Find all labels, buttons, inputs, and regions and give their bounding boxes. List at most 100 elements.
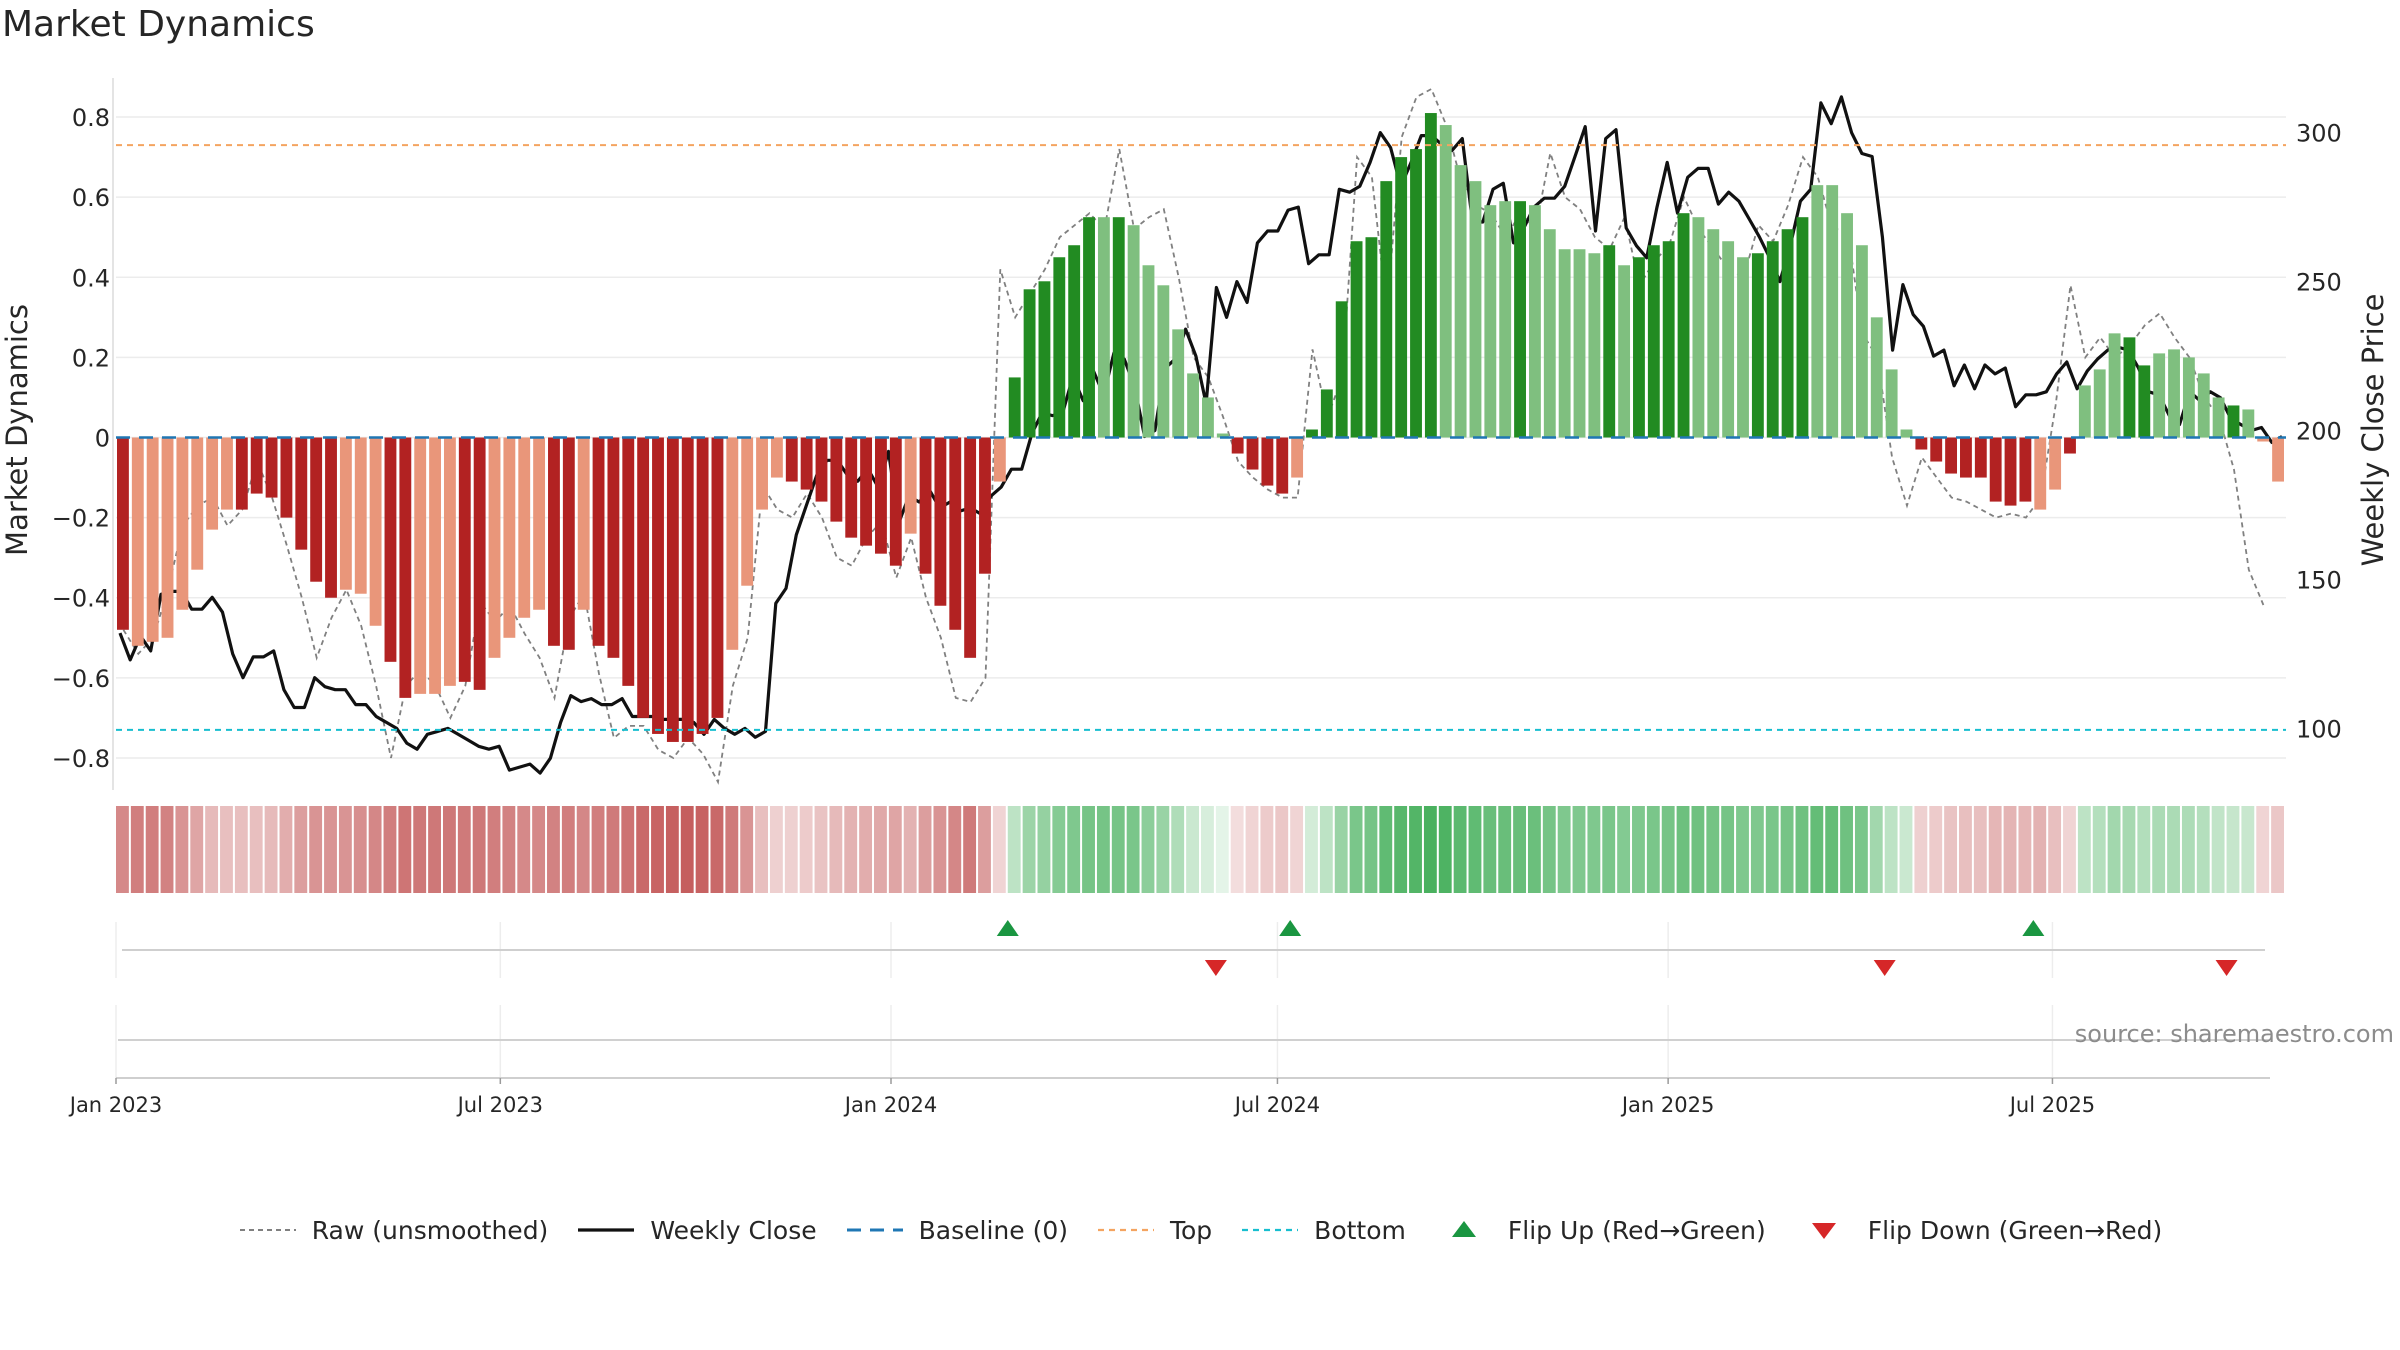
- bar: [1722, 241, 1735, 438]
- x-tick-label: Jan 2023: [68, 1093, 163, 1117]
- bar: [1870, 317, 1883, 438]
- bar: [1811, 185, 1824, 438]
- strip-cell: [160, 806, 174, 893]
- strip-cell: [1899, 806, 1913, 893]
- strip-cell: [874, 806, 887, 893]
- strip-cell: [413, 806, 427, 893]
- bar: [1469, 181, 1482, 438]
- strip-cell: [1067, 806, 1081, 893]
- strip-cell: [1052, 806, 1066, 893]
- strip-cell: [1973, 806, 1987, 893]
- strip-cell: [2167, 806, 2180, 893]
- bar: [830, 437, 843, 522]
- bar: [800, 437, 813, 490]
- bar: [280, 437, 293, 518]
- bar: [964, 437, 977, 658]
- strip-cell: [2241, 806, 2255, 893]
- legend-swatch-close: [578, 1228, 635, 1232]
- strip-cell: [1156, 806, 1170, 893]
- bar: [235, 437, 248, 510]
- strip-cell: [1290, 806, 1304, 893]
- bar: [1157, 285, 1170, 438]
- strip-cell: [2033, 806, 2047, 893]
- bar: [607, 437, 620, 658]
- strip-cell: [651, 806, 664, 893]
- bar: [2168, 349, 2180, 438]
- bar: [1306, 429, 1318, 438]
- bar: [2182, 357, 2195, 438]
- bar: [1633, 257, 1645, 438]
- bar: [1439, 125, 1452, 438]
- strip-cell: [2077, 806, 2091, 893]
- bar: [1692, 217, 1705, 438]
- bar: [1677, 213, 1690, 438]
- strip-cell: [1260, 806, 1274, 893]
- strip-cell: [888, 806, 902, 893]
- strip-cell: [740, 806, 754, 893]
- bar: [2257, 437, 2270, 442]
- y-tick-label: −0.2: [52, 505, 110, 533]
- y-tick-label: 0.2: [72, 344, 110, 372]
- bar: [161, 437, 174, 638]
- bar: [1603, 245, 1616, 438]
- bar: [2034, 437, 2047, 510]
- bar: [2227, 405, 2240, 438]
- bar: [711, 437, 724, 718]
- bar: [2093, 369, 2106, 438]
- strip-cell: [398, 806, 412, 893]
- bar: [1231, 437, 1244, 454]
- bar: [1380, 181, 1393, 438]
- legend-label-flip_down: Flip Down (Green→Red): [1867, 1215, 2163, 1245]
- bar: [2242, 409, 2255, 438]
- legend-item-flip_down: Flip Down (Green→Red): [1794, 1215, 2163, 1245]
- bar: [1528, 205, 1541, 438]
- strip-cell: [1810, 806, 1824, 893]
- legend-swatch-flip_down: [1811, 1223, 1836, 1239]
- strip-cell: [279, 806, 293, 893]
- strip-cell: [561, 806, 575, 893]
- strip-cell: [1854, 806, 1868, 893]
- bar: [1038, 281, 1051, 438]
- strip-cell: [2152, 806, 2166, 893]
- strip-cell: [963, 806, 977, 893]
- strip-cell: [1141, 806, 1155, 893]
- bar: [146, 437, 159, 642]
- bar: [1320, 389, 1333, 438]
- strip-cell: [130, 806, 144, 893]
- strip-cell: [2092, 806, 2106, 893]
- bar: [176, 437, 189, 610]
- bar: [622, 437, 635, 686]
- bar: [548, 437, 560, 646]
- bar: [1707, 229, 1720, 438]
- strip-cell: [933, 806, 947, 893]
- strip-cell: [547, 806, 560, 893]
- strip-cell: [725, 806, 739, 893]
- strip-cell: [695, 806, 709, 893]
- bar: [1261, 437, 1274, 486]
- bar: [1454, 165, 1467, 438]
- strip-cell: [621, 806, 635, 893]
- strip-cell: [1750, 806, 1764, 893]
- y-tick-label: 0.8: [72, 104, 110, 132]
- bar: [860, 437, 873, 546]
- bar: [503, 437, 516, 638]
- bar: [1781, 229, 1794, 438]
- y2-tick-label: 250: [2296, 269, 2342, 297]
- strip-cell: [324, 806, 337, 893]
- bar: [533, 437, 546, 610]
- strip-cell: [457, 806, 471, 893]
- bar: [310, 437, 323, 582]
- regime-strip: [116, 806, 2284, 893]
- bar: [2064, 437, 2076, 454]
- strip-cell: [2122, 806, 2136, 893]
- bar: [845, 437, 858, 538]
- bar: [1276, 437, 1289, 494]
- strip-cell: [2018, 806, 2032, 893]
- bar: [1023, 289, 1036, 438]
- strip-cell: [249, 806, 263, 893]
- bar: [1291, 437, 1304, 478]
- bar: [1127, 225, 1140, 438]
- strip-cell: [1230, 806, 1244, 893]
- strip-cell: [383, 806, 397, 893]
